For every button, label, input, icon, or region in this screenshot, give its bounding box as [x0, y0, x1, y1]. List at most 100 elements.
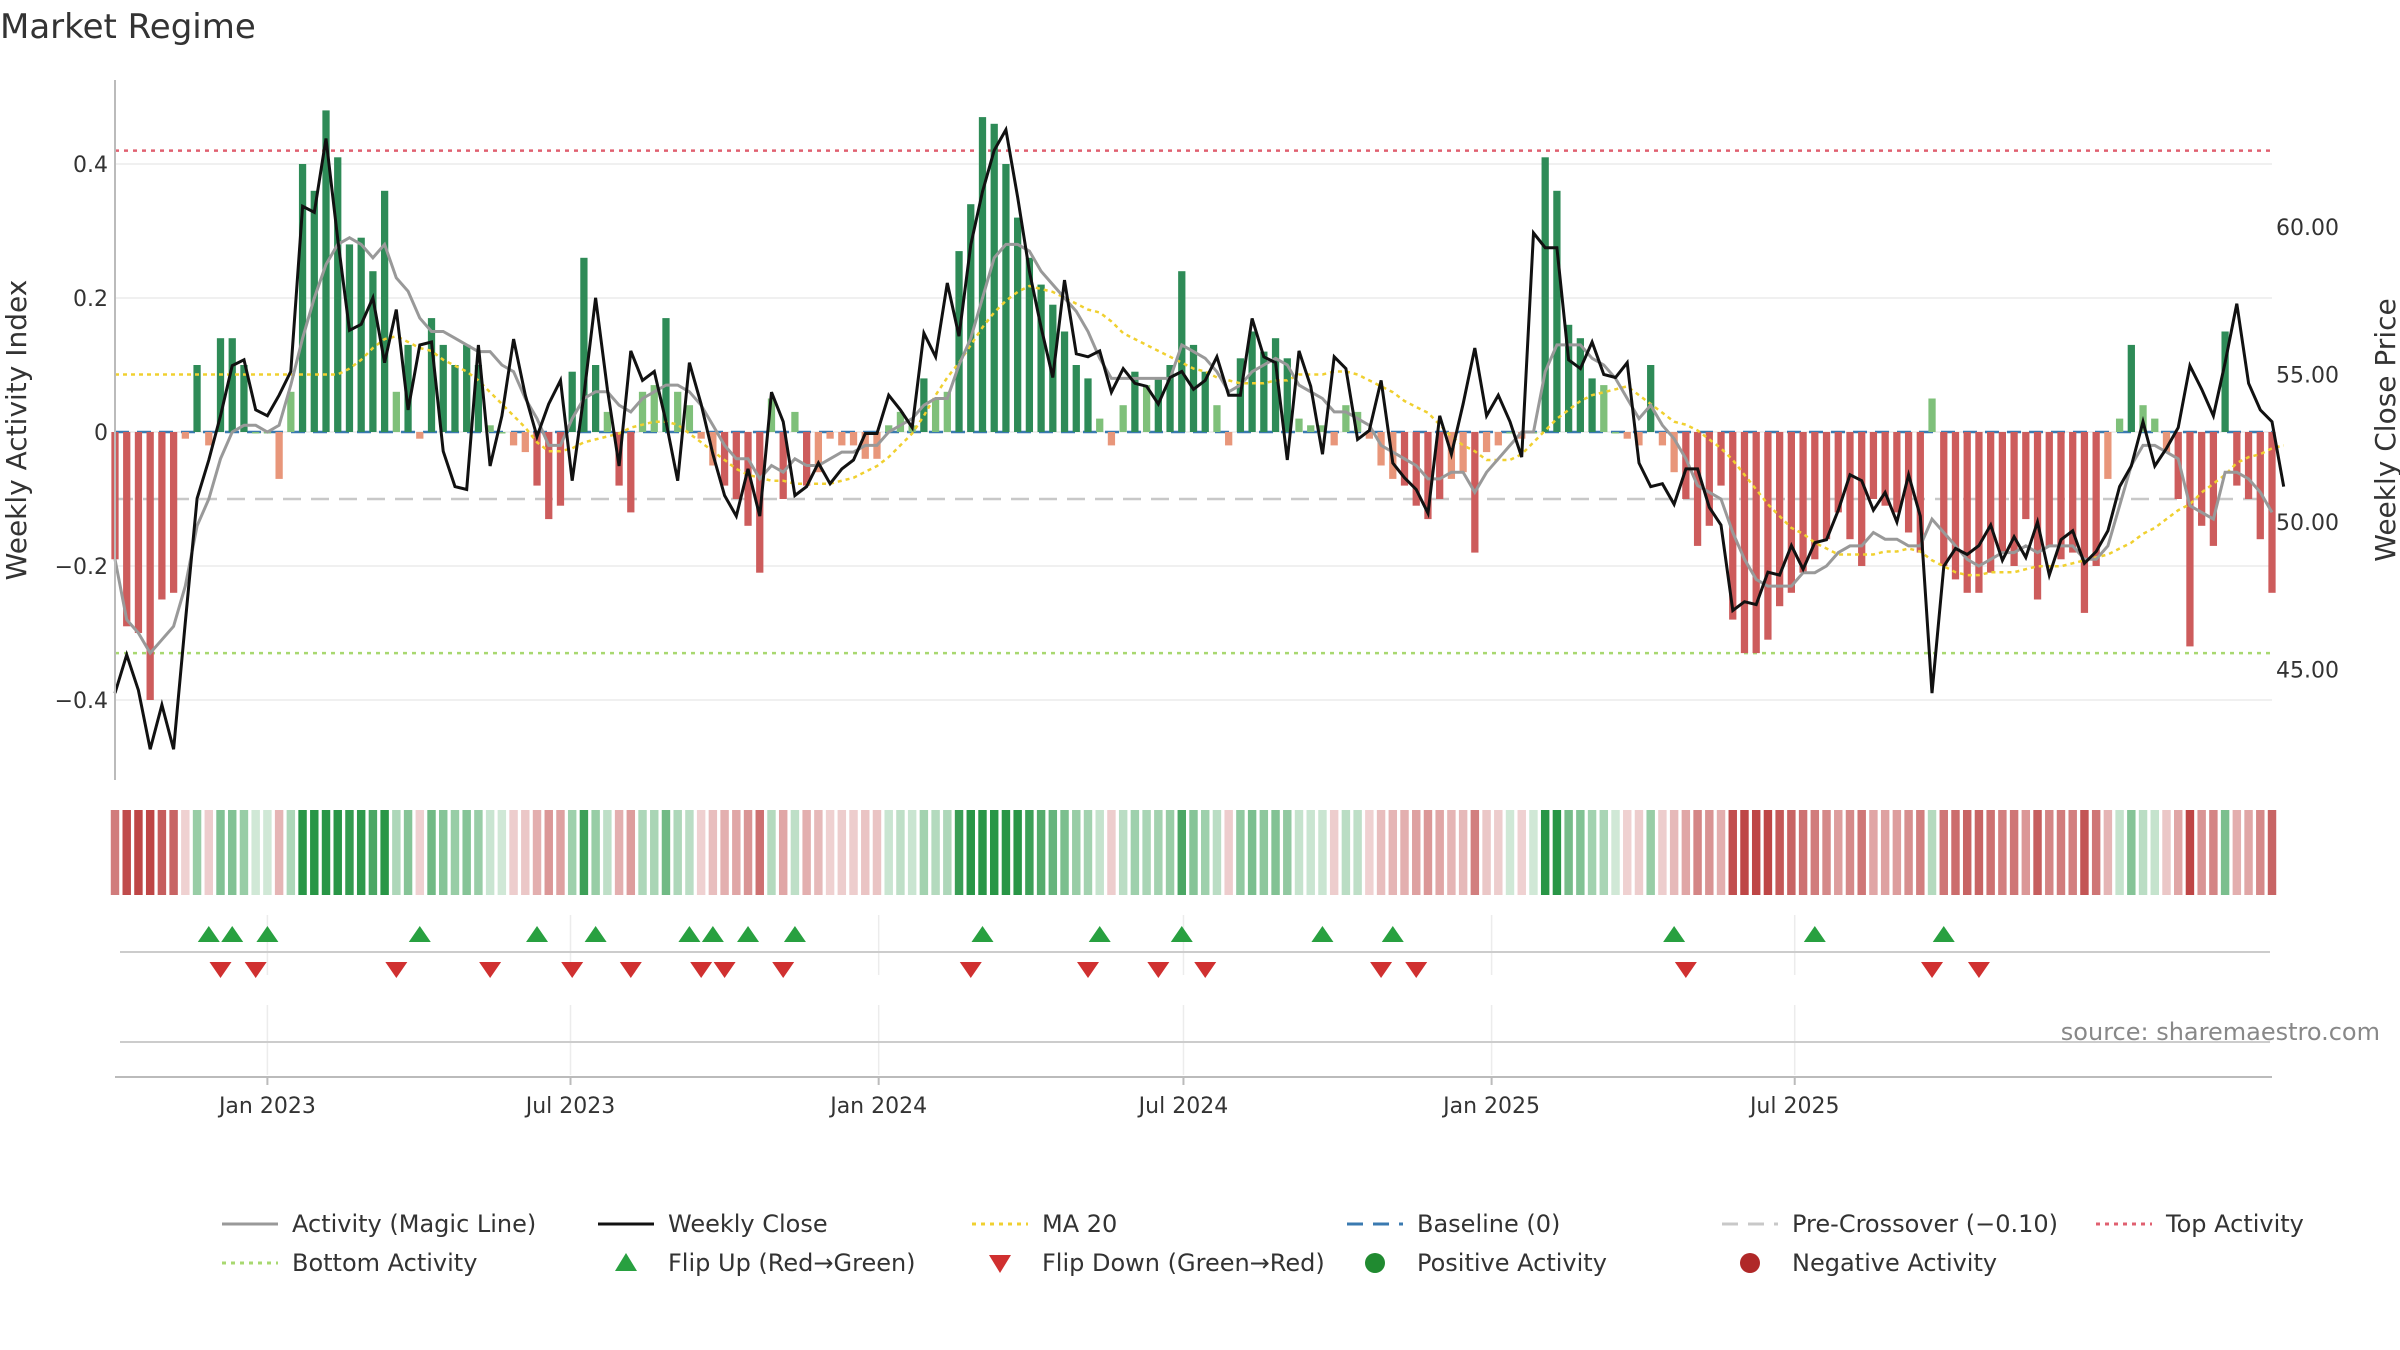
strip-cell-82: [1072, 810, 1081, 895]
activity-bar-122: [1541, 157, 1549, 433]
activity-bar-99: [1271, 338, 1280, 432]
activity-bar-90: [1166, 365, 1174, 432]
activity-bar-132: [1658, 432, 1667, 446]
activity-bar-73: [967, 204, 975, 432]
strip-cell-58: [790, 810, 800, 895]
right-tick-label-3: 60.00: [2276, 216, 2339, 241]
strip-cell-147: [1834, 810, 1843, 895]
axes: −0.4 −0.2 0 0.2 0.4 45.00 50.00 55.00 60.00 Jan 2…: [55, 80, 2339, 1119]
strip-cell-49: [685, 810, 694, 895]
strip-cell-45: [638, 810, 647, 895]
activity-bar-179: [2209, 432, 2218, 546]
strip-cell-117: [1482, 810, 1491, 895]
activity-bar-163: [2022, 432, 2030, 520]
activity-bar-40: [580, 257, 588, 432]
activity-bar-104: [1330, 432, 1338, 446]
strip-cell-135: [1693, 810, 1702, 895]
strip-cell-39: [567, 810, 577, 895]
activity-bar-58: [791, 411, 799, 432]
x-tick-label-1: Jul 2023: [524, 1094, 616, 1119]
activity-bar-152: [1893, 432, 1901, 513]
flip-down-marker-16: [1921, 962, 1944, 978]
legend-item-8: Flip Down (Green→Red): [989, 1249, 1325, 1277]
strip-cell-160: [1986, 810, 1995, 895]
strip-cell-120: [1517, 810, 1526, 895]
activity-bar-141: [1764, 432, 1772, 640]
activity-bar-54: [744, 432, 752, 526]
activity-bar-25: [404, 344, 412, 432]
legend-item-0: Activity (Magic Line): [222, 1210, 536, 1238]
flip-down-marker-3: [479, 962, 502, 978]
activity-bar-35: [521, 432, 529, 453]
legend-item-3: Baseline (0): [1347, 1210, 1560, 1238]
activity-bar-184: [2268, 432, 2276, 593]
activity-bar-34: [509, 432, 518, 446]
strip-cell-3: [145, 810, 155, 895]
activity-bar-151: [1881, 432, 1889, 506]
strip-cell-4: [157, 810, 167, 895]
activity-bar-39: [568, 371, 576, 432]
strip-cell-65: [872, 810, 882, 895]
strip-cell-169: [2091, 810, 2101, 895]
strip-cell-22: [368, 810, 378, 895]
activity-bar-101: [1295, 418, 1303, 432]
legend-label-5: Top Activity: [2165, 1210, 2304, 1238]
legend-swatch-9: [1365, 1253, 1385, 1273]
activity-bar-74: [978, 117, 987, 432]
strip-cell-180: [2220, 810, 2230, 895]
activity-bar-144: [1799, 432, 1807, 573]
right-axis-label: Weekly Close Price: [2369, 298, 2400, 561]
legend-label-7: Flip Up (Red→Green): [668, 1249, 916, 1277]
legend-swatch-8: [989, 1255, 1011, 1273]
strip-cell-15: [286, 810, 296, 895]
activity-bar-98: [1260, 351, 1268, 432]
strip-cell-19: [333, 810, 342, 895]
activity-bar-157: [1951, 432, 1960, 580]
activity-bar-138: [1729, 432, 1737, 620]
strip-cell-129: [1623, 810, 1632, 895]
weekly-close-line: [113, 125, 2286, 750]
strip-cell-149: [1857, 810, 1866, 895]
legend-label-0: Activity (Magic Line): [292, 1210, 536, 1238]
flip-up-marker-6: [678, 926, 701, 942]
legend-item-5: Top Activity: [2096, 1210, 2304, 1238]
strip-cell-54: [743, 810, 753, 895]
activity-bar-86: [1119, 405, 1127, 432]
legend-item-6: Bottom Activity: [222, 1249, 477, 1277]
strip-cell-99: [1271, 810, 1280, 895]
strip-cell-25: [403, 810, 413, 895]
activity-bar-79: [1037, 284, 1045, 432]
activity-bar-85: [1107, 432, 1116, 446]
strip-cell-170: [2103, 810, 2113, 895]
strip-cell-56: [767, 810, 776, 895]
strip-cell-171: [2115, 810, 2124, 895]
activity-bar-140: [1752, 432, 1760, 654]
x-tick-label-0: Jan 2023: [217, 1094, 316, 1119]
strip-cell-16: [298, 810, 307, 895]
flip-down-marker-17: [1967, 962, 1990, 978]
strip-cell-105: [1341, 810, 1351, 895]
activity-bar-5: [169, 432, 178, 593]
strip-cell-124: [1564, 810, 1573, 895]
activity-bar-112: [1424, 432, 1432, 520]
activity-bar-145: [1811, 432, 1819, 560]
strip-cell-18: [321, 810, 331, 895]
strip-cell-125: [1576, 810, 1585, 895]
strip-cell-158: [1962, 810, 1972, 895]
flip-down-marker-10: [1076, 962, 1099, 978]
activity-bar-125: [1576, 338, 1584, 432]
flip-down-marker-5: [619, 962, 642, 978]
regime-strip: [110, 810, 2277, 895]
activity-bar-49: [685, 405, 694, 432]
activity-bar-4: [158, 432, 166, 600]
activity-bar-166: [2057, 432, 2065, 560]
strip-cell-181: [2232, 810, 2242, 895]
activity-bar-103: [1318, 425, 1327, 432]
strip-cell-94: [1212, 810, 1222, 895]
strip-cell-107: [1365, 810, 1374, 895]
activity-bar-158: [1963, 432, 1971, 593]
strip-cell-9: [216, 810, 225, 895]
activity-bar-70: [931, 398, 940, 432]
activity-bar-149: [1858, 432, 1866, 566]
strip-cell-85: [1107, 810, 1116, 895]
